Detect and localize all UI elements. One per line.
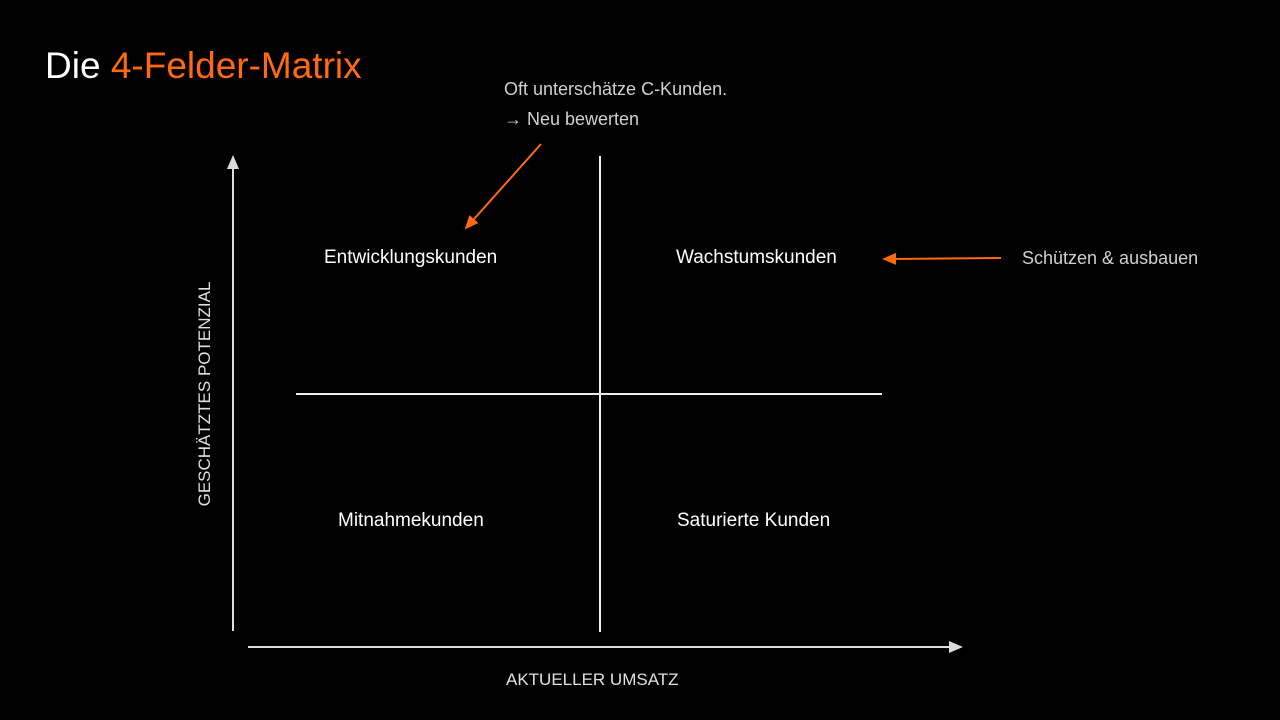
title-prefix: Die	[45, 45, 101, 86]
annotation-arrow-top-left	[464, 143, 542, 230]
annotation-top-left: Oft unterschätze C-Kunden. → Neu bewerte…	[504, 74, 727, 134]
annotation-line-2: → Neu bewerten	[504, 109, 640, 129]
title-highlight: 4-Felder-Matrix	[110, 45, 362, 86]
quadrant-top-left: Entwicklungskunden	[324, 247, 498, 268]
annotation-top-right: Schützen & ausbauen	[1022, 248, 1199, 268]
y-axis-label: GESCHÄTZTES POTENZIAL	[195, 281, 214, 507]
page-title: Die 4-Felder-Matrix	[45, 44, 362, 88]
quadrant-top-right: Wachstumskunden	[676, 247, 837, 268]
annotation-line-1: Oft unterschätze C-Kunden.	[504, 79, 728, 99]
annotation-arrow-top-right	[882, 252, 1002, 265]
x-axis-label: AKTUELLER UMSATZ	[506, 670, 679, 689]
quadrant-bottom-left: Mitnahmekunden	[338, 510, 484, 531]
quadrant-bottom-right: Saturierte Kunden	[677, 510, 831, 531]
